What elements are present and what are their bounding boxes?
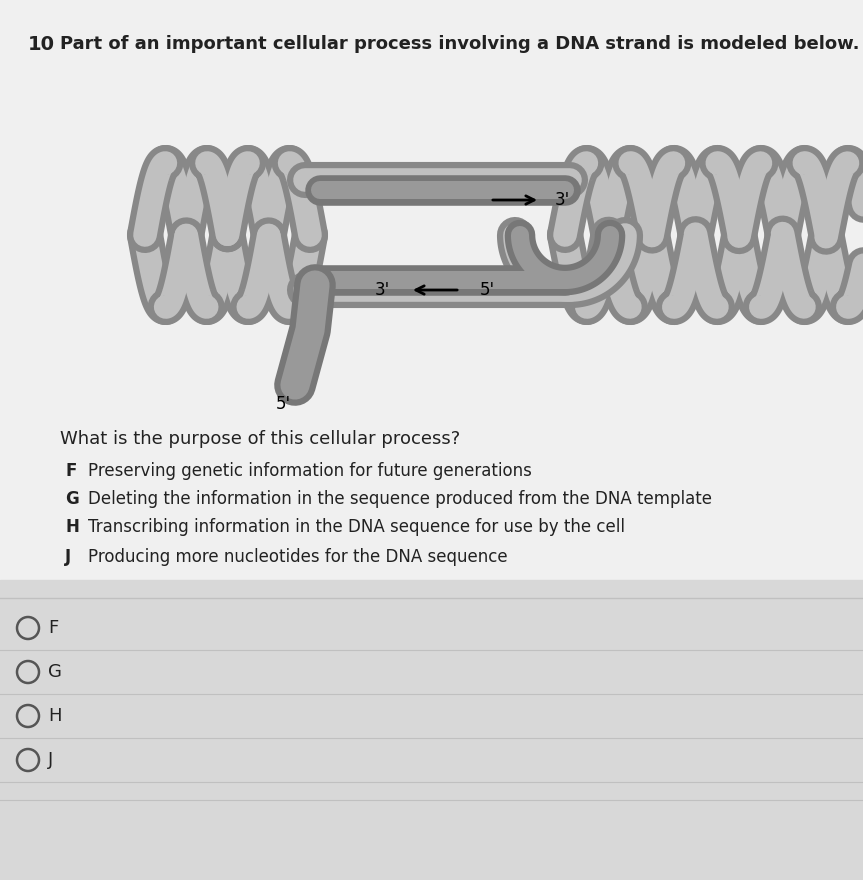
Text: G: G — [48, 663, 62, 681]
Text: Producing more nucleotides for the DNA sequence: Producing more nucleotides for the DNA s… — [88, 548, 507, 566]
Text: Part of an important cellular process involving a DNA strand is modeled below.: Part of an important cellular process in… — [60, 35, 860, 53]
Text: Transcribing information in the DNA sequence for use by the cell: Transcribing information in the DNA sequ… — [88, 518, 625, 536]
Text: 3': 3' — [375, 281, 390, 299]
Text: J: J — [48, 751, 54, 769]
Text: F: F — [65, 462, 76, 480]
Text: 10: 10 — [28, 35, 55, 54]
Text: H: H — [48, 707, 61, 725]
Bar — [0, 580, 863, 880]
Text: Deleting the information in the sequence produced from the DNA template: Deleting the information in the sequence… — [88, 490, 712, 508]
Text: H: H — [65, 518, 79, 536]
Text: G: G — [65, 490, 79, 508]
Text: 3': 3' — [555, 191, 570, 209]
Text: F: F — [48, 619, 58, 637]
Text: J: J — [65, 548, 71, 566]
Text: 5': 5' — [480, 281, 495, 299]
Text: 5': 5' — [275, 395, 291, 413]
Text: Preserving genetic information for future generations: Preserving genetic information for futur… — [88, 462, 532, 480]
Text: What is the purpose of this cellular process?: What is the purpose of this cellular pro… — [60, 430, 460, 448]
